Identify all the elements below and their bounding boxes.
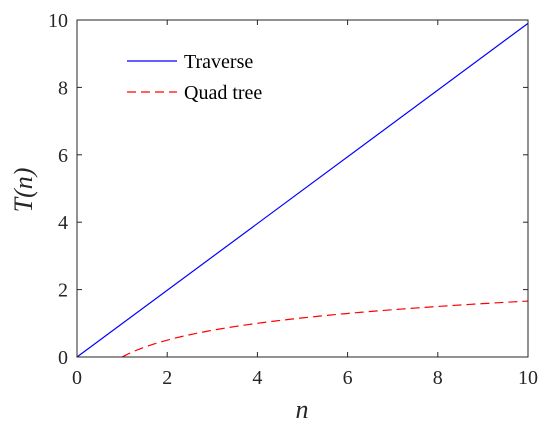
y-tick-label: 4 — [58, 212, 68, 234]
series-quadtree-line — [121, 300, 529, 358]
series-traverse-line — [76, 22, 529, 358]
y-tick-label: 0 — [58, 347, 68, 369]
y-tick-label: 6 — [58, 145, 68, 167]
x-tick-label: 10 — [518, 367, 538, 389]
legend-label-quadtree: Quad tree — [184, 82, 262, 104]
x-tick-label: 6 — [343, 367, 353, 389]
series-layer — [76, 22, 529, 358]
x-tick-label: 8 — [433, 367, 443, 389]
x-axis-title: n — [296, 395, 309, 424]
y-tick-label: 2 — [58, 280, 68, 302]
y-tick-label: 8 — [58, 77, 68, 99]
x-tick-label: 2 — [162, 367, 172, 389]
y-tick-label: 10 — [48, 10, 68, 32]
legend: Traverse Quad tree — [127, 51, 262, 104]
x-tick-label: 0 — [72, 367, 82, 389]
y-axis-title: T(n) — [9, 168, 38, 213]
ticks-layer — [76, 19, 529, 358]
axes-box — [76, 19, 529, 358]
legend-label-traverse: Traverse — [184, 51, 253, 73]
tick-labels-layer: 0 2 4 6 8 10 0 2 4 6 8 10 — [48, 10, 538, 389]
x-tick-label: 4 — [252, 367, 262, 389]
